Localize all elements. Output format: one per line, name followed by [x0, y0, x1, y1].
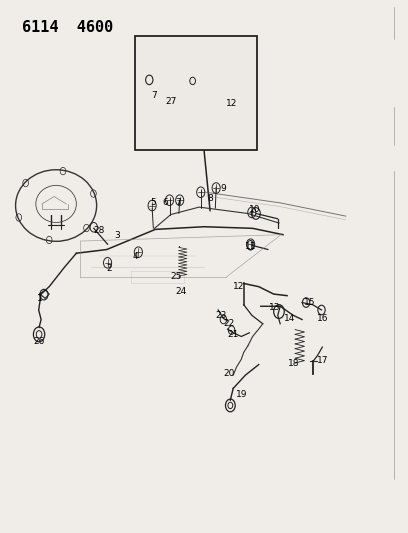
- Text: 23: 23: [215, 311, 227, 320]
- Text: 21: 21: [228, 330, 239, 339]
- Text: 4: 4: [132, 253, 138, 262]
- Text: 27: 27: [165, 96, 176, 106]
- Text: 11: 11: [245, 242, 256, 251]
- Text: 7: 7: [175, 198, 180, 207]
- Text: 14: 14: [284, 314, 295, 323]
- Text: 15: 15: [304, 298, 316, 307]
- FancyBboxPatch shape: [135, 36, 257, 150]
- Text: 10: 10: [249, 205, 260, 214]
- Text: 19: 19: [235, 390, 247, 399]
- Text: 24: 24: [175, 287, 186, 296]
- Text: 26: 26: [33, 337, 44, 346]
- Text: 7: 7: [152, 91, 157, 100]
- Text: 17: 17: [317, 357, 328, 366]
- Text: 25: 25: [171, 271, 182, 280]
- Text: 6114  4600: 6114 4600: [22, 20, 113, 35]
- Text: 28: 28: [94, 226, 105, 235]
- Text: 8: 8: [207, 194, 213, 203]
- Text: 2: 2: [106, 264, 111, 272]
- Text: 6: 6: [163, 198, 169, 207]
- Text: 22: 22: [224, 319, 235, 328]
- Text: 12: 12: [226, 99, 237, 108]
- Text: 12: 12: [233, 282, 244, 291]
- Text: 3: 3: [114, 231, 120, 240]
- Text: 1: 1: [37, 294, 43, 303]
- Text: 18: 18: [288, 359, 300, 367]
- Text: 16: 16: [317, 314, 328, 323]
- Text: 13: 13: [269, 303, 281, 312]
- Text: 5: 5: [151, 198, 156, 207]
- Text: 20: 20: [224, 369, 235, 378]
- Text: 9: 9: [221, 183, 226, 192]
